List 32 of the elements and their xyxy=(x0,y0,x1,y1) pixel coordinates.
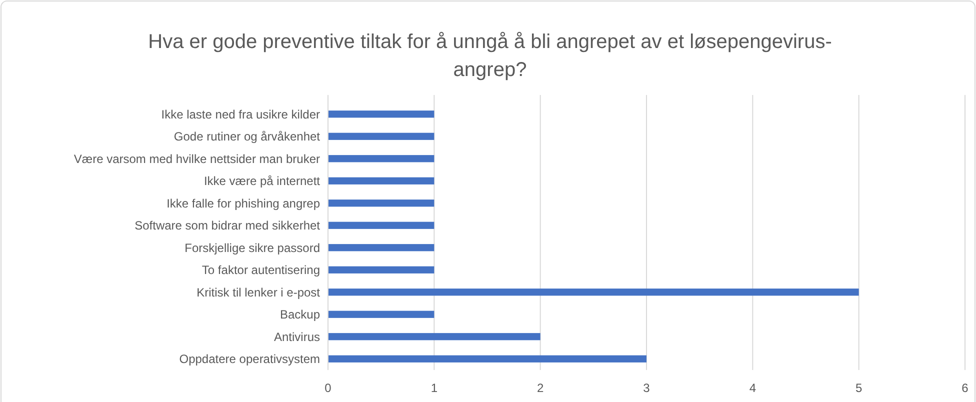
x-tick-label: 1 xyxy=(430,381,438,395)
x-tick-label: 0 xyxy=(324,381,332,395)
bar xyxy=(328,132,434,140)
chart-title: Hva er gode preventive tiltak for å unngå å bli angrepet av et løsepengevirus-angrep? xyxy=(148,31,832,81)
bar xyxy=(328,266,434,274)
y-tick-label: Antivirus xyxy=(274,330,320,344)
x-tick-label: 3 xyxy=(643,381,650,395)
y-tick-label: Ikke være på internett xyxy=(204,174,321,188)
y-tick-label: Software som bidrar med sikkerhet xyxy=(134,218,321,233)
bar xyxy=(328,333,540,340)
x-tick-label: 2 xyxy=(536,381,544,395)
y-tick-label: Oppdatere operativsystem xyxy=(179,352,320,366)
y-tick-label: To faktor autentisering xyxy=(202,263,320,278)
x-tick-label: 5 xyxy=(855,381,862,395)
y-tick-label: Ikke falle for phishing angrep xyxy=(166,196,320,210)
bar xyxy=(328,310,434,318)
bar xyxy=(328,222,434,229)
bar xyxy=(328,110,434,118)
bar xyxy=(328,288,859,296)
bar xyxy=(328,155,434,162)
y-tick-label: Gode rutiner og årvåkenhet xyxy=(174,130,321,144)
y-tick-label: Være varsom med hvilke nettsider man bruker xyxy=(74,152,320,166)
bar xyxy=(328,244,434,252)
bar xyxy=(328,200,434,207)
bar xyxy=(328,355,646,362)
x-tick-label: 4 xyxy=(749,381,756,395)
y-tick-label: Kritisk til lenker i e-post xyxy=(196,285,321,300)
x-tick-label: 6 xyxy=(962,381,969,395)
y-tick-label: Forskjellige sikre passord xyxy=(184,240,320,255)
y-tick-label: Ikke laste ned fra usikre kilder xyxy=(161,107,320,122)
y-tick-label: Backup xyxy=(280,308,320,322)
bar xyxy=(328,177,434,184)
